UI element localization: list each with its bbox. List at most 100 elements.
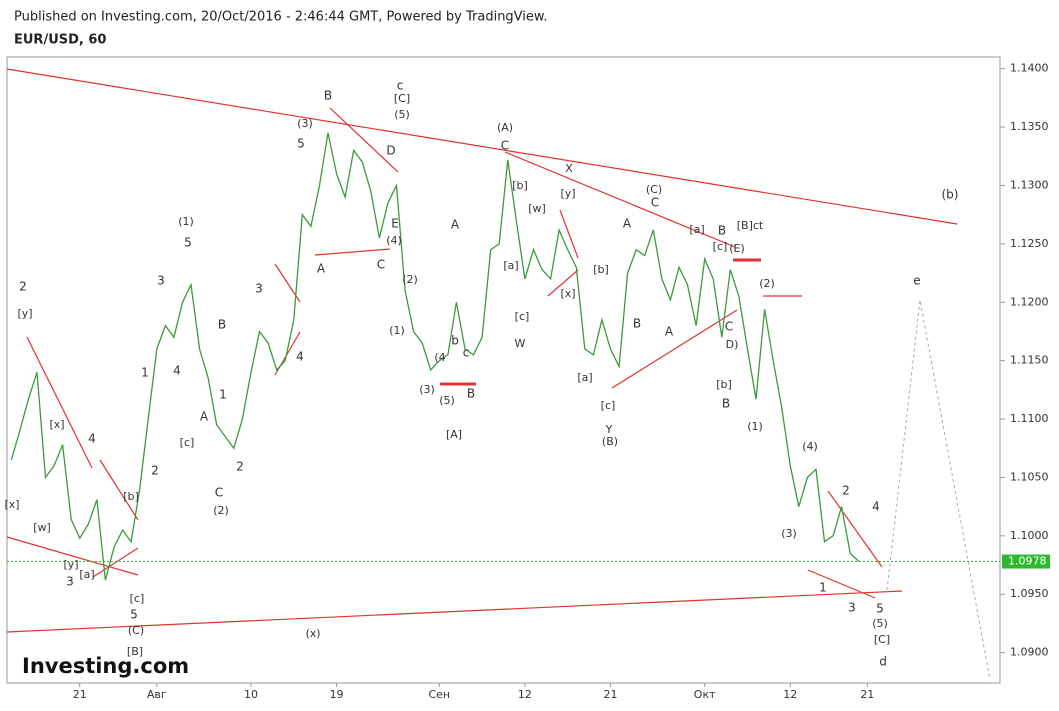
wave-label: [b]: [716, 378, 732, 391]
wave-label: 5: [297, 137, 305, 151]
wave-label: (1): [178, 215, 194, 228]
wave-label: 2: [151, 464, 159, 478]
wave-label: (3): [781, 527, 797, 540]
trendline: [807, 569, 876, 599]
y-tick-label: 1.1400: [1010, 62, 1049, 75]
projection: [886, 299, 991, 681]
wave-label: A: [451, 218, 460, 232]
wave-label: C: [377, 258, 385, 272]
wave-label: (2): [213, 504, 229, 517]
wave-label: [a]: [577, 371, 592, 384]
wave-label: [b]: [123, 490, 139, 503]
wave-label: (C): [128, 624, 144, 637]
wave-label: [a]: [503, 259, 518, 272]
symbol: EUR/USD, 60: [14, 33, 106, 48]
wave-label: 1: [219, 388, 227, 402]
wave-label: (A): [497, 121, 513, 134]
wave-label: [x]: [49, 418, 64, 431]
wave-label: b: [451, 334, 459, 348]
wave-label: 3: [848, 601, 856, 615]
wave-label: E: [391, 217, 399, 231]
wave-label: (3): [297, 117, 313, 130]
y-tick-label: 1.1150: [1010, 354, 1049, 367]
wave-label: C: [651, 196, 659, 210]
wave-label: (5): [872, 617, 888, 630]
trendline: [827, 490, 883, 568]
wave-label: [a]: [79, 568, 94, 581]
x-tick-label: Сен: [428, 688, 450, 701]
wave-label: [c]: [601, 399, 616, 412]
x-tick-label: 21: [73, 688, 87, 701]
last-price-label: 1.0978: [1008, 555, 1047, 568]
y-tick-label: 1.1000: [1010, 529, 1049, 542]
wave-label: [b]: [512, 179, 528, 192]
wave-label: [x]: [4, 498, 19, 511]
logo: Investing.com: [22, 654, 189, 678]
wave-label: [y]: [560, 187, 575, 200]
wave-label: 4: [872, 500, 880, 514]
wave-label: [x]: [560, 287, 575, 300]
wave-label: Y: [605, 423, 613, 436]
wave-label: (x): [305, 627, 320, 640]
trendline: [314, 248, 391, 256]
wave-label: B: [718, 224, 726, 238]
trendline: [6, 590, 903, 633]
wave-label: (E): [729, 242, 745, 255]
wave-label: [C]: [394, 92, 410, 105]
wave-label: d: [879, 655, 887, 669]
wave-label: 4: [173, 364, 181, 378]
price-line: [10, 132, 860, 581]
wave-label: (5): [439, 394, 455, 407]
wave-label: C: [215, 486, 223, 500]
wave-label: (4): [386, 234, 402, 247]
wave-label: (5): [394, 108, 410, 121]
wave-label: [w]: [528, 202, 546, 215]
wave-label: [c]: [180, 436, 195, 449]
x-tick-label: Окт: [694, 688, 716, 701]
wave-label: (1): [389, 324, 405, 337]
wave-label: 2: [842, 484, 850, 498]
wave-label: (1): [747, 420, 763, 433]
wave-label: [B]: [127, 645, 143, 658]
wave-label: (2): [402, 273, 418, 286]
trendline: [547, 269, 579, 297]
wave-label: [A]: [446, 428, 462, 441]
y-tick-label: 1.1350: [1010, 120, 1049, 133]
trendline: [504, 151, 736, 248]
wave-label: W: [515, 337, 526, 350]
trendline: [611, 309, 738, 389]
x-tick-label: 21: [860, 688, 874, 701]
wave-label: [c]: [713, 240, 728, 253]
wave-label: (b): [942, 188, 959, 202]
wave-label: A: [623, 217, 632, 231]
last-price-box: [1002, 554, 1050, 569]
wave-label: (2): [759, 277, 775, 290]
wave-label: [B]ct: [737, 219, 764, 232]
wave-label: B: [467, 387, 475, 401]
wave-label: c: [397, 79, 404, 93]
wave-label: C: [501, 139, 509, 153]
wave-label: (3): [419, 383, 435, 396]
x-tick-label: 12: [783, 688, 797, 701]
wave-label: [C]: [874, 633, 890, 646]
trendline: [92, 547, 139, 578]
wave-label: e: [913, 274, 920, 288]
wave-label: [y]: [63, 558, 78, 571]
x-tick-label: 19: [330, 688, 344, 701]
wave-label: D): [726, 338, 739, 351]
trendline: [6, 68, 958, 225]
wave-label: c: [463, 346, 470, 360]
y-tick-label: 1.0900: [1010, 646, 1049, 659]
wave-label: 1: [819, 581, 827, 595]
wave-label: A: [317, 262, 326, 276]
y-tick-label: 1.1050: [1010, 470, 1049, 483]
wave-label: (B): [602, 435, 618, 448]
wave-label: 5: [130, 608, 138, 622]
trendline: [559, 209, 579, 259]
trendlines: [6, 68, 958, 633]
wave-label: 4: [296, 350, 304, 364]
wave-label: 4: [88, 432, 96, 446]
wave-label: 5: [876, 602, 884, 616]
